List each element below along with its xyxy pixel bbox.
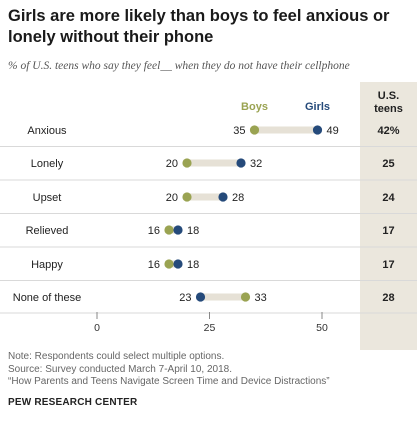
total-value: 28 [382, 292, 394, 304]
value-label-boys: 16 [148, 225, 160, 237]
x-tick-label: 25 [204, 322, 216, 334]
category-label: Happy [31, 259, 63, 271]
dot-boys [249, 125, 260, 135]
total-value: 42% [377, 125, 399, 137]
total-value: 17 [382, 225, 394, 237]
value-label-boys: 35 [233, 125, 245, 137]
category-label: Anxious [27, 125, 67, 137]
dot-boys [164, 225, 174, 235]
dot-girls [312, 125, 323, 135]
chart-title: Girls are more likely than boys to feel … [8, 7, 390, 46]
dot-girls [195, 292, 206, 302]
source-line: Source: Survey conducted March 7-April 1… [8, 363, 233, 375]
total-value: 24 [382, 192, 395, 204]
total-panel [360, 82, 417, 350]
report-title-line: “How Parents and Teens Navigate Screen T… [8, 376, 330, 387]
total-value: 25 [382, 158, 394, 170]
category-label: None of these [13, 292, 82, 304]
total-header-line: teens [374, 103, 403, 115]
chart-notes: Note: Respondents could select multiple … [8, 351, 330, 389]
dot-boys [182, 158, 192, 168]
value-label-girls: 18 [187, 259, 199, 271]
category-label: Upset [33, 192, 62, 204]
value-label-girls: 28 [232, 192, 244, 204]
category-label: Lonely [31, 158, 64, 170]
value-label-girls: 49 [327, 125, 339, 137]
x-tick-label: 50 [316, 322, 328, 334]
legend-girls: Girls [305, 101, 330, 113]
dot-boys [182, 192, 192, 202]
dot-girls [236, 158, 246, 168]
category-label: Relieved [26, 225, 69, 237]
total-header-line: U.S. [378, 90, 399, 102]
dot-boys [240, 292, 251, 302]
dot-girls [173, 259, 183, 269]
source-organization: PEW RESEARCH CENTER [8, 397, 138, 408]
note-line: Note: Respondents could select multiple … [8, 351, 225, 362]
chart-subtitle: % of U.S. teens who say they feel__ when… [8, 60, 350, 72]
legend-boys: Boys [241, 101, 268, 113]
value-label-girls: 32 [250, 158, 262, 170]
value-label-boys: 16 [148, 259, 160, 271]
dot-girls [218, 192, 228, 202]
value-label-girls: 18 [187, 225, 199, 237]
value-label-boys: 33 [255, 292, 267, 304]
dot-girls [173, 225, 183, 235]
value-label-boys: 20 [166, 192, 178, 204]
dot-boys [164, 259, 174, 269]
dot-chart: U.S.teens Boys Girls Anxious 35 49 42% Lonely 20… [0, 82, 417, 350]
value-label-girls: 23 [179, 292, 191, 304]
value-label-boys: 20 [166, 158, 178, 170]
total-value: 17 [382, 259, 394, 271]
x-tick-label: 0 [94, 322, 100, 334]
